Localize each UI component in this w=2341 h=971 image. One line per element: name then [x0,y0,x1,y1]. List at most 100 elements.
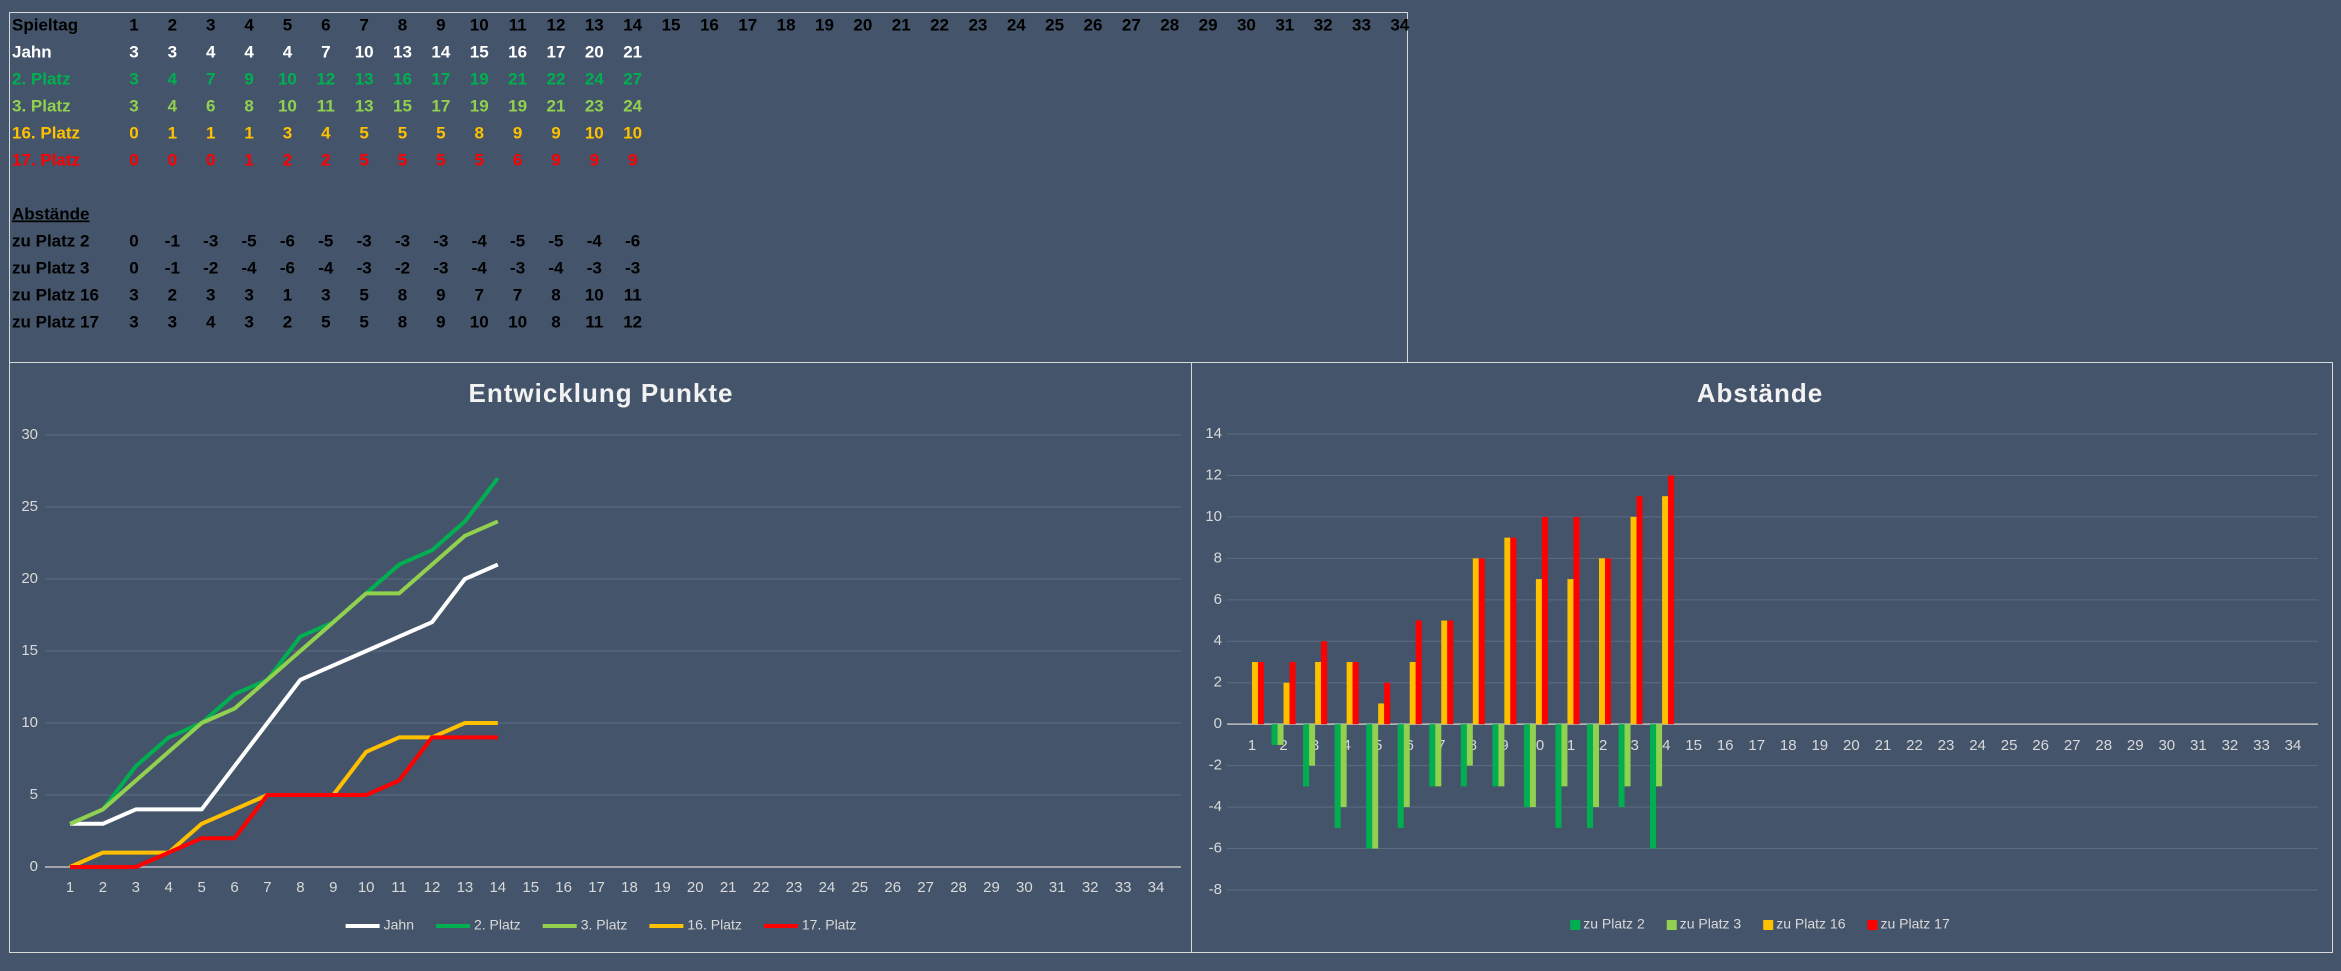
cell: 10 [585,285,604,304]
bar [1599,558,1605,725]
bar [1587,724,1593,828]
header-cell: 28 [1160,15,1179,34]
bar [1289,662,1296,725]
bar [1555,724,1562,828]
header-cell: 7 [359,15,368,34]
header-cell: 1 [129,15,138,34]
cell: 5 [475,150,484,169]
x-tick-label: 30 [2158,737,2175,754]
x-tick-label: 25 [851,879,868,896]
chart-title: Abstände [1697,378,1823,408]
cell: 0 [129,150,138,169]
cell: 7 [321,42,330,61]
bar [1593,724,1599,808]
y-tick-label: 15 [21,642,38,659]
cell: 3 [129,312,138,331]
cell: 4 [168,69,178,88]
legend-label: zu Platz 17 [1880,916,1949,932]
x-tick-label: 27 [917,879,934,896]
x-tick-label: 19 [654,879,671,896]
x-tick-label: 9 [329,879,337,896]
cell: 10 [508,312,527,331]
cell: 0 [129,258,138,277]
cell: 1 [244,123,253,142]
cell: -4 [587,231,603,250]
x-tick-label: 6 [230,879,238,896]
bar [1403,724,1410,808]
x-tick-label: 24 [1969,737,1986,754]
cell: 10 [278,96,297,115]
cell: 12 [316,69,335,88]
y-tick-label: 10 [21,714,38,731]
legend-item: Jahn [345,917,414,933]
x-tick-label: 27 [2064,737,2081,754]
bar [1309,724,1316,766]
x-tick-label: 16 [1717,737,1734,754]
bar [1283,682,1290,725]
x-tick-label: 31 [2190,737,2207,754]
bar [1472,558,1479,725]
cell: 2 [283,312,292,331]
cell: 17 [546,42,565,61]
x-tick-label: 32 [1082,879,1099,896]
cell: -5 [318,231,333,250]
x-tick-label: 11 [391,879,407,896]
cell: 5 [359,150,368,169]
cell: 22 [546,69,565,88]
cell: 3 [283,123,292,142]
bar [1624,724,1631,787]
cell: 8 [551,285,560,304]
row-label: 17. Platz [12,150,80,169]
y-tick-label: 0 [1214,715,1222,732]
x-tick-label: 20 [1843,737,1860,754]
cell: -6 [280,258,295,277]
header-cell: 31 [1275,15,1294,34]
cell: -4 [548,258,564,277]
cell: 19 [470,69,489,88]
x-tick-label: 26 [2032,737,2049,754]
cell: -3 [395,231,410,250]
legend-label: zu Platz 3 [1680,916,1742,932]
y-tick-label: 10 [1205,508,1222,525]
cell: -3 [587,258,602,277]
cell: -3 [433,258,448,277]
cell: 16 [508,42,527,61]
x-tick-label: 12 [424,879,441,896]
x-tick-label: 2 [99,879,107,896]
y-tick-label: -6 [1209,840,1222,857]
bar [1630,516,1637,725]
cell: 3 [129,285,138,304]
cell: 5 [436,123,445,142]
bar [1650,724,1657,849]
cell: 5 [359,123,368,142]
y-tick-label: 25 [21,498,38,515]
bar [1334,724,1341,828]
x-tick-label: 1 [1248,737,1256,754]
cell: 3 [206,285,215,304]
cell: 3 [321,285,330,304]
y-tick-label: 4 [1214,632,1222,649]
cell: 7 [513,285,522,304]
cell: 10 [470,312,489,331]
bar [1415,620,1422,725]
cell: 17 [431,96,450,115]
bar [1523,724,1530,808]
cell: 7 [475,285,484,304]
cell: 11 [317,96,335,115]
x-tick-label: 22 [1906,737,1923,754]
y-tick-label: 2 [1214,674,1222,691]
x-tick-label: 2 [1279,737,1287,754]
y-tick-label: 8 [1214,549,1222,566]
bar [1315,662,1322,725]
cell: 5 [359,285,368,304]
x-tick-label: 4 [165,879,173,896]
header-cell: 33 [1352,15,1371,34]
cell: 4 [283,42,293,61]
y-tick-label: 6 [1214,591,1222,608]
cell: 8 [475,123,484,142]
x-tick-label: 22 [753,879,770,896]
y-tick-label: 12 [1205,466,1222,483]
cell: -4 [472,258,488,277]
bar [1541,516,1548,725]
cell: 21 [546,96,565,115]
